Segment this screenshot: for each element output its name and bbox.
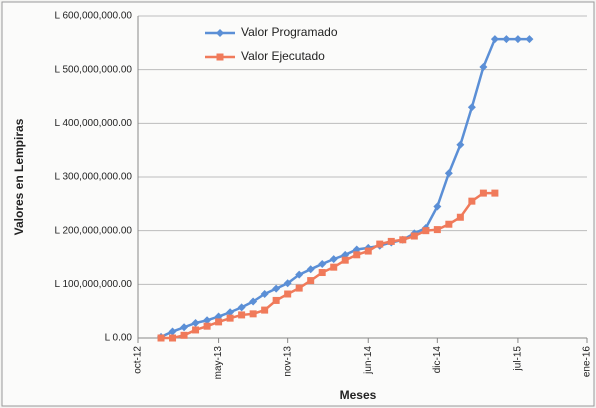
marker — [318, 259, 327, 268]
marker — [295, 284, 303, 292]
marker — [249, 310, 257, 318]
marker — [490, 35, 499, 44]
marker — [157, 334, 165, 342]
marker — [215, 318, 223, 326]
marker — [422, 227, 430, 235]
legend-marker — [216, 29, 224, 37]
y-tick-label: L 200,000,000.00 — [55, 225, 133, 236]
x-tick-label: nov-13 — [282, 346, 293, 377]
marker — [387, 237, 395, 245]
x-tick-label: oct-12 — [133, 346, 144, 374]
marker — [180, 331, 188, 339]
marker — [433, 226, 441, 234]
marker — [491, 189, 499, 197]
marker — [168, 327, 177, 336]
x-tick-label: may-13 — [213, 346, 224, 380]
marker — [364, 247, 372, 255]
marker — [261, 306, 269, 314]
marker — [226, 308, 235, 317]
x-tick-label: ene-16 — [582, 346, 593, 378]
marker — [468, 197, 476, 205]
legend-marker — [216, 53, 224, 61]
marker — [433, 202, 442, 211]
marker — [203, 322, 211, 330]
marker — [525, 35, 534, 44]
marker — [249, 297, 258, 306]
marker — [226, 314, 234, 322]
legend-label: Valor Ejecutado — [241, 49, 325, 63]
y-tick-label: L 600,000,000.00 — [55, 11, 133, 22]
marker — [272, 284, 281, 293]
x-axis-title: Meses — [340, 388, 377, 402]
marker — [444, 169, 453, 178]
marker — [238, 311, 246, 319]
marker — [445, 220, 453, 228]
y-tick-label: L 300,000,000.00 — [55, 172, 133, 183]
marker — [284, 290, 292, 298]
marker — [191, 318, 200, 327]
marker — [306, 265, 315, 274]
marker — [283, 279, 292, 288]
marker — [318, 269, 326, 277]
marker — [410, 232, 418, 240]
y-tick-label: L 0.00 — [105, 333, 133, 344]
x-tick-label: dic-14 — [432, 346, 443, 374]
marker — [203, 316, 212, 325]
marker — [502, 35, 511, 44]
marker — [192, 326, 200, 334]
marker — [260, 289, 269, 298]
marker — [329, 255, 338, 264]
y-tick-label: L 400,000,000.00 — [55, 118, 133, 129]
x-tick-label: jun-14 — [363, 346, 374, 375]
y-tick-label: L 100,000,000.00 — [55, 279, 133, 290]
marker — [341, 250, 350, 259]
legend-label: Valor Programado — [241, 25, 338, 39]
marker — [467, 103, 476, 112]
marker — [341, 256, 349, 264]
marker — [353, 251, 361, 259]
marker — [456, 140, 465, 149]
x-tick-label: jul-15 — [513, 346, 524, 372]
marker — [399, 236, 407, 244]
marker — [513, 35, 522, 44]
marker — [479, 62, 488, 71]
y-tick-label: L 500,000,000.00 — [55, 64, 133, 75]
marker — [272, 296, 280, 304]
marker — [376, 240, 384, 248]
marker — [330, 263, 338, 271]
marker — [479, 189, 487, 197]
y-axis-title: Valores en Lempiras — [12, 118, 26, 235]
marker — [180, 323, 189, 332]
marker — [307, 277, 315, 285]
marker — [456, 213, 464, 221]
marker — [237, 303, 246, 312]
marker — [169, 334, 177, 342]
marker — [295, 270, 304, 279]
